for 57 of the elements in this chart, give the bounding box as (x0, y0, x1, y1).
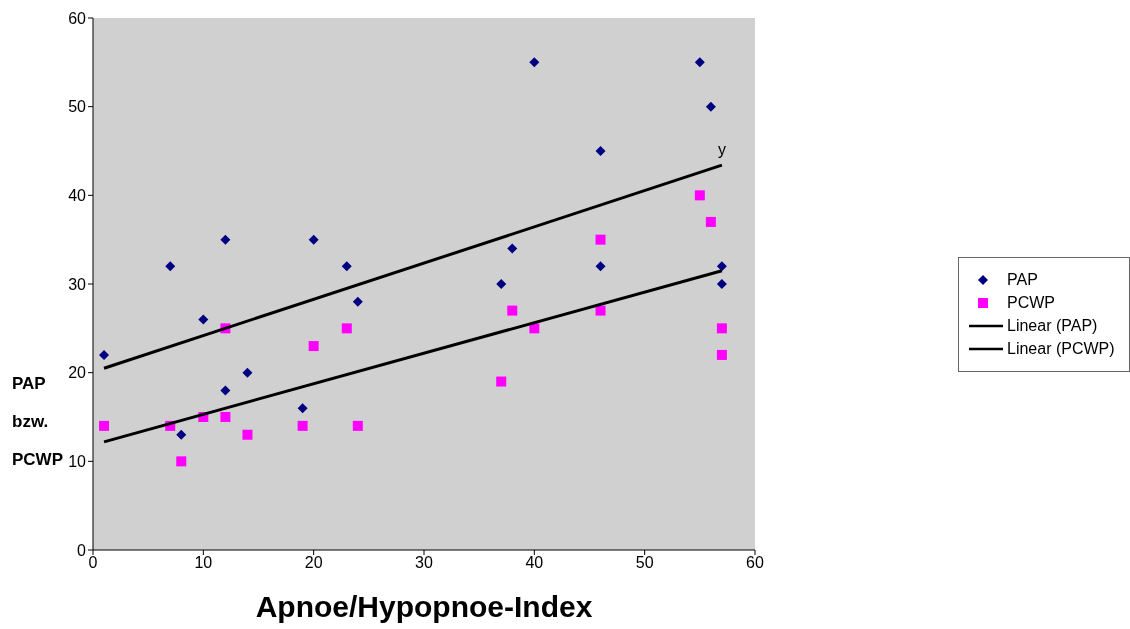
x-tick-label: 20 (304, 554, 323, 572)
point (496, 279, 507, 289)
x-tick-label: 0 (88, 554, 98, 572)
point (297, 403, 308, 414)
point (694, 57, 705, 68)
legend-label: PCWP (1007, 294, 1055, 312)
point (507, 305, 518, 316)
point (242, 429, 253, 440)
point (352, 296, 363, 307)
point (99, 349, 110, 360)
point (341, 323, 352, 334)
point (716, 261, 727, 272)
x-tick-label: 60 (746, 554, 764, 572)
y-tick-label: 50 (68, 98, 87, 116)
point (176, 429, 187, 440)
y-tick-label: 60 (68, 9, 87, 27)
point (220, 412, 231, 422)
point (716, 279, 727, 289)
legend-label: Linear (PAP) (1007, 317, 1098, 335)
x-tick-label: 40 (525, 554, 544, 572)
point (341, 261, 352, 272)
point (198, 314, 209, 325)
point (308, 341, 319, 352)
point (242, 367, 253, 378)
x-tick-label: 10 (194, 554, 213, 572)
point (716, 323, 727, 334)
point (352, 420, 363, 431)
x-tick-label: 30 (415, 554, 433, 572)
point (220, 234, 231, 245)
point (705, 101, 716, 112)
point (507, 243, 518, 254)
legend-label: PAP (1007, 271, 1038, 289)
y-tick-label: 30 (68, 275, 87, 293)
point (308, 234, 319, 245)
legend-label: Linear (PCWP) (1007, 340, 1115, 358)
point (220, 385, 231, 396)
point (705, 216, 716, 227)
point (176, 456, 187, 467)
y-tick-label: 0 (77, 541, 87, 559)
point (496, 376, 507, 387)
point (297, 420, 308, 431)
point (99, 420, 110, 431)
point (595, 305, 606, 316)
point (595, 146, 606, 156)
x-tick-label: 50 (635, 554, 654, 572)
y-tick-label: 20 (68, 364, 87, 382)
point (595, 234, 606, 245)
point (595, 261, 606, 272)
annotation: y (717, 141, 726, 159)
y-axis-title: PAP bzw. PCWP (12, 373, 63, 471)
point (529, 57, 540, 68)
x-axis-title: Apnoe/Hypopnoe-Index (255, 590, 593, 623)
point (165, 261, 176, 272)
point (694, 190, 705, 201)
y-tick-label: 40 (68, 187, 87, 205)
y-tick-label: 10 (68, 453, 87, 471)
point (716, 349, 727, 360)
